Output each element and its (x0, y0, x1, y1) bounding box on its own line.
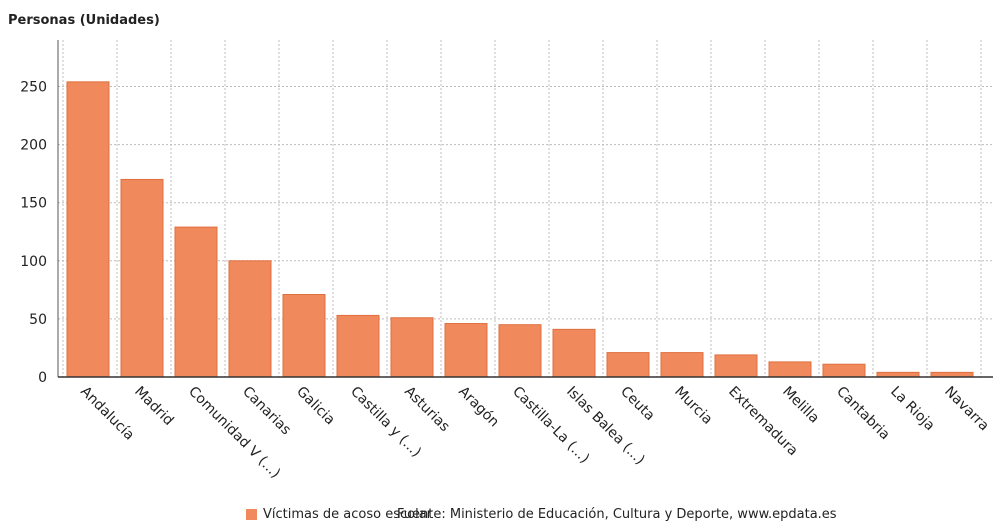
bar[interactable] (498, 324, 542, 378)
x-tick-label: La Rioja (887, 384, 938, 435)
x-tick-label: Canarias (239, 384, 294, 439)
bar[interactable] (606, 352, 650, 378)
legend-label: Víctimas de acoso escolar (263, 507, 432, 522)
bar[interactable] (336, 314, 380, 378)
x-tick-label: Ceuta (617, 384, 658, 425)
y-axis-title: Personas (Unidades) (8, 13, 160, 28)
bar[interactable] (660, 352, 704, 378)
x-tick-label: Asturias (401, 384, 452, 435)
bar[interactable] (66, 81, 110, 378)
bar[interactable] (282, 293, 326, 378)
y-tick-label: 50 (29, 312, 47, 328)
legend: Víctimas de acoso escolar (246, 507, 432, 522)
x-tick-label: Navarra (941, 384, 992, 435)
y-tick-label: 100 (20, 254, 47, 270)
x-tick-label: Madrid (131, 384, 176, 429)
y-tick-labels: 0 50 100 150 200 250 (20, 79, 47, 386)
y-tick-label: 150 (20, 196, 47, 212)
y-tick-label: 250 (20, 79, 47, 95)
x-tick-label: Melilla (779, 384, 822, 427)
source-note: Fuente: Ministerio de Educación, Cultura… (397, 507, 837, 522)
y-tick-label: 0 (38, 370, 47, 386)
bar[interactable] (714, 354, 758, 378)
x-tick-label: Aragón (455, 384, 502, 431)
bar[interactable] (822, 363, 866, 378)
legend-swatch (246, 509, 257, 520)
bar[interactable] (174, 226, 218, 378)
x-tick-label: Andalucía (77, 384, 137, 444)
axes (57, 40, 993, 378)
bar[interactable] (228, 260, 272, 378)
bar[interactable] (768, 361, 812, 378)
x-tick-label: Comunidad V (...) (185, 384, 283, 482)
x-tick-label: Cantabria (833, 384, 893, 444)
y-tick-label: 200 (20, 138, 47, 154)
bar[interactable] (120, 178, 164, 378)
x-tick-label: Murcia (671, 384, 715, 428)
x-tick-label: Galicia (293, 384, 338, 429)
bar[interactable] (390, 317, 434, 378)
bars (66, 81, 974, 378)
bar[interactable] (444, 323, 488, 378)
bar[interactable] (552, 328, 596, 378)
gridlines (58, 40, 993, 377)
